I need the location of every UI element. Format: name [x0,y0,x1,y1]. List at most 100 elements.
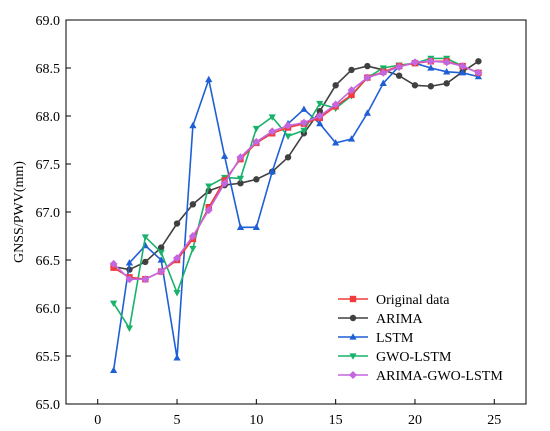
data-point [205,75,213,83]
data-point [220,179,229,188]
legend-marker [349,353,357,360]
data-point [109,366,118,373]
data-point [347,86,356,95]
data-point [173,220,181,227]
data-point [300,105,308,112]
x-tick-label: 15 [329,413,343,428]
data-point [315,112,324,120]
data-point [189,121,197,129]
x-tick-label: 25 [487,413,501,428]
data-point [173,290,181,297]
data-point [204,206,213,215]
y-axis-label: GNSS/PWV(mm) [12,161,27,263]
data-point [142,258,149,266]
data-point [475,58,482,65]
data-point [364,62,371,70]
data-point [331,100,340,109]
data-point [253,176,260,183]
data-point [332,139,340,146]
y-tick-label: 66.5 [36,254,61,269]
data-point [157,267,166,276]
data-point [109,300,118,307]
data-point [299,118,308,127]
data-point [109,259,118,268]
data-point [141,275,150,284]
data-point [268,114,276,121]
legend-item: GWO-LSTM [338,350,452,365]
y-tick-label: 67.5 [36,158,61,173]
data-point [268,167,276,175]
data-point [157,244,165,251]
data-point [443,68,451,75]
series-layer [109,55,483,373]
data-point [188,232,197,240]
legend-item: LSTM [338,331,414,346]
data-point [347,135,356,142]
data-point [157,256,165,263]
y-tick-label: 69.0 [36,14,61,29]
x-tick-label: 5 [174,413,181,428]
data-point [284,121,293,130]
legend-label: ARIMA [376,312,424,327]
data-point [236,223,245,230]
legend-marker [349,333,357,340]
axis-ticks: 0 5 10 15 20 25 65.0 65.5 66.0 66.5 67.0 67.5 68.0 68… [36,14,502,428]
x-tick-label: 10 [249,413,263,428]
plot-area [65,19,527,405]
data-point [426,57,435,66]
legend-item: ARIMA [338,312,424,327]
legend-label: GWO-LSTM [376,350,452,365]
legend-label: ARIMA-GWO-LSTM [376,369,503,384]
data-point [442,58,451,67]
y-tick-label: 68.0 [36,110,61,125]
data-point [316,108,323,115]
data-point [125,259,134,266]
data-point [332,82,339,89]
data-point [236,153,245,162]
data-point [300,127,308,135]
data-point [125,325,134,332]
legend-item: ARIMA-GWO-LSTM [338,369,503,384]
data-point [125,275,134,284]
legend-label: Original data [376,293,450,308]
data-point [189,201,197,208]
legend-marker [349,371,357,379]
data-point [252,223,260,230]
legend-marker [349,314,357,322]
legend-item: Original data [338,293,450,308]
data-point [189,245,197,253]
data-point [348,66,355,74]
data-point [316,119,324,127]
y-tick-label: 65.5 [36,350,61,365]
data-point [379,79,387,86]
legend-marker [349,295,357,303]
legend-label: LSTM [376,331,414,346]
y-tick-label: 68.5 [36,62,61,77]
x-tick-label: 0 [94,413,101,428]
data-point [458,62,467,71]
data-point [268,127,277,136]
x-tick-label: 20 [408,413,422,428]
data-point [427,64,435,71]
y-tick-label: 67.0 [36,206,61,221]
data-point [474,68,483,77]
data-point [236,175,245,183]
y-tick-label: 66.0 [36,302,61,317]
data-point [141,234,149,241]
data-point [458,69,467,76]
data-point [379,68,388,77]
legend: Original data ARIMA LSTM GWO-LSTM ARIMA-GWO-… [338,293,503,384]
data-point [427,83,435,90]
data-point [363,109,371,116]
data-point [284,154,292,161]
data-point [411,82,419,89]
data-point [395,72,403,79]
data-point [395,63,404,72]
series-arima-gwo-lstm [109,57,483,284]
data-point [284,133,292,140]
data-point [237,180,244,187]
data-point [348,91,355,99]
data-point [252,137,261,146]
data-point [205,183,213,190]
